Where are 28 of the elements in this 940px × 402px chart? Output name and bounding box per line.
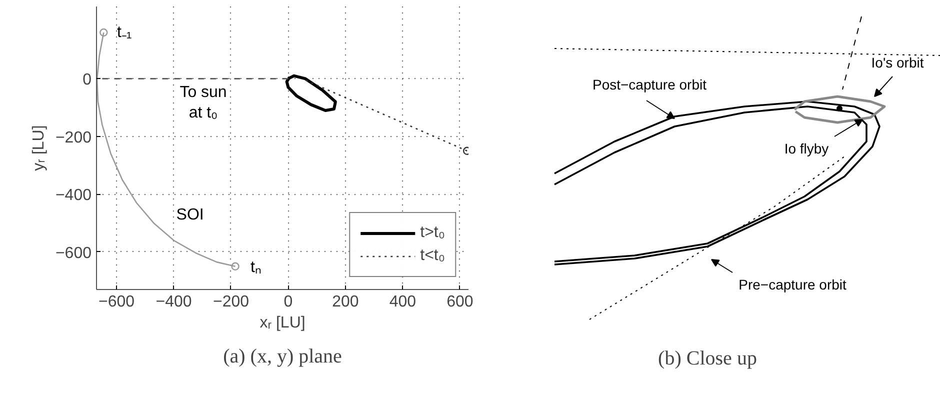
annotation: tₙ: [250, 259, 261, 276]
text: (a) (x, y) plane: [223, 346, 342, 368]
text: (b) Close up: [658, 348, 757, 370]
point: [100, 28, 108, 37]
y-tick-label: −200: [55, 129, 92, 146]
x-tick-label: −200: [212, 294, 250, 310]
text: Io's orbit: [871, 54, 924, 70]
y-tick-label: −400: [55, 187, 92, 204]
annotation: SOI: [176, 206, 204, 224]
text: Post−capture orbit: [592, 76, 707, 92]
y-axis-title: yᵣ [LU]: [30, 125, 48, 171]
legend-label: t<t₀: [420, 247, 445, 265]
line-series: [285, 74, 337, 112]
x-tick-label: −400: [156, 294, 192, 310]
x-tick-label: 0: [284, 294, 293, 310]
x-tick-label: 600: [446, 294, 474, 310]
point: [231, 262, 240, 270]
annotation: To sun at t₀: [180, 84, 227, 122]
x-tick-label: −600: [98, 294, 135, 310]
y-tick-label: 0: [82, 72, 92, 89]
x-axis-title: xᵣ [LU]: [260, 314, 306, 332]
x-tick-label: 400: [389, 294, 416, 310]
legend-label: t>t₀: [420, 224, 445, 242]
x-tick-label: 200: [332, 294, 359, 310]
text: Pre−capture orbit: [738, 276, 846, 292]
text: Io flyby: [784, 140, 829, 156]
annotation: t₋₁: [116, 24, 132, 42]
y-tick-label: −600: [55, 244, 92, 262]
